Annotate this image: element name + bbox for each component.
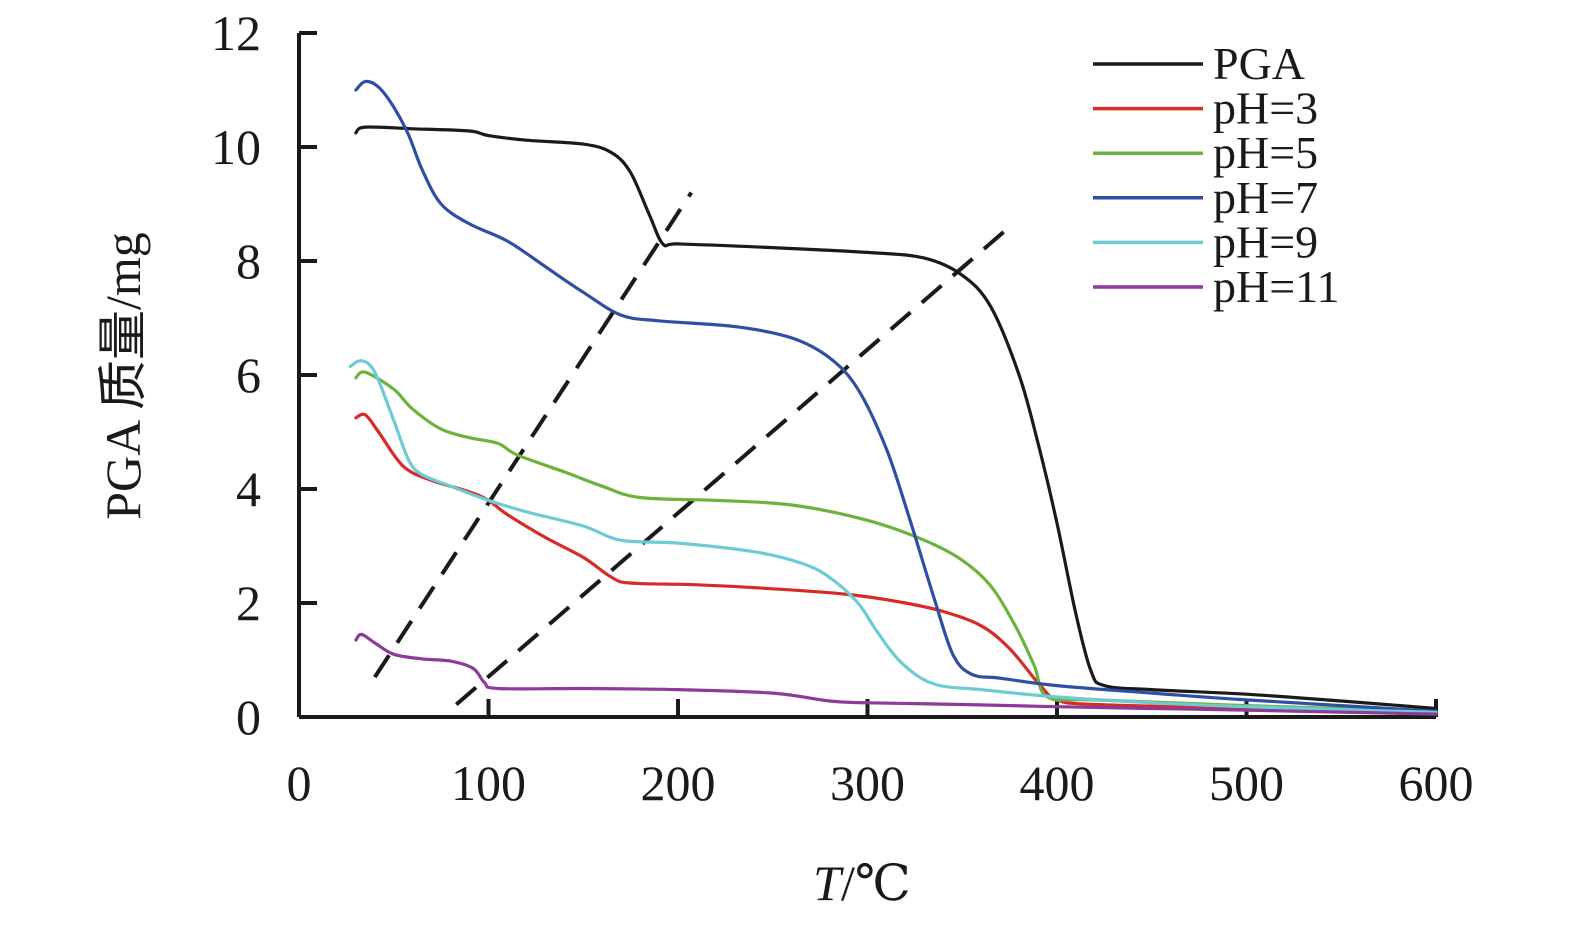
- y-tick-label: 8: [236, 233, 261, 289]
- y-tick-label: 2: [236, 575, 261, 631]
- x-tick-label: 0: [287, 755, 312, 811]
- legend-label-ph-9: pH=9: [1213, 216, 1318, 267]
- series-line-ph-9: [348, 359, 1438, 714]
- y-ticks: 0 2 4 6 8 10 12: [211, 5, 317, 745]
- guide-lines: [373, 191, 1011, 706]
- y-tick-label: 10: [211, 119, 261, 175]
- series-lines: [348, 79, 1438, 716]
- x-tick-label: 300: [830, 755, 905, 811]
- y-tick-label: 4: [236, 461, 261, 517]
- y-axis-title: PGA 质量/mg: [95, 232, 151, 520]
- dashed-guide-line-1: [373, 191, 693, 679]
- legend-label-ph-3: pH=3: [1213, 83, 1318, 134]
- series-line-ph-7: [354, 79, 1438, 713]
- series-line-pga: [354, 125, 1438, 711]
- x-tick-label: 100: [451, 755, 526, 811]
- legend-label-pga: PGA: [1213, 38, 1305, 89]
- x-tick-label: 600: [1399, 755, 1474, 811]
- x-tick-label: 200: [641, 755, 716, 811]
- x-ticks: 0 100 200 300 400 500 600: [287, 699, 1474, 811]
- series-line-ph-5: [354, 370, 1438, 713]
- y-tick-label: 6: [236, 347, 261, 403]
- x-axis-title: T/℃: [813, 855, 911, 911]
- y-tick-label: 0: [236, 689, 261, 745]
- series-line-ph-11: [354, 632, 1438, 716]
- x-tick-label: 500: [1209, 755, 1284, 811]
- legend-label-ph-7: pH=7: [1213, 172, 1318, 223]
- x-tick-label: 400: [1020, 755, 1095, 811]
- y-tick-label: 12: [211, 5, 261, 61]
- legend-label-ph-11: pH=11: [1213, 261, 1339, 312]
- dashed-guide-line-2: [454, 225, 1011, 706]
- legend-label-ph-5: pH=5: [1213, 127, 1318, 178]
